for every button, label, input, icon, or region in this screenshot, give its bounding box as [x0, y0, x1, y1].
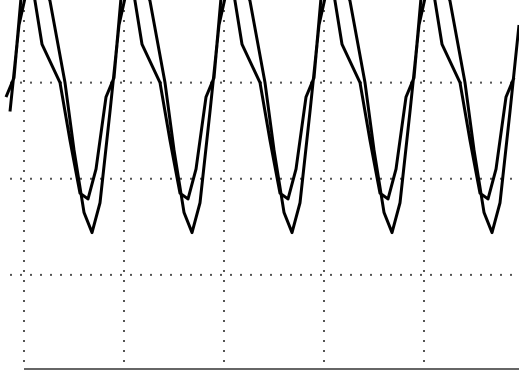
scope-screen	[0, 0, 519, 371]
grid	[10, 0, 519, 369]
traces	[6, 0, 519, 233]
trace	[6, 0, 514, 199]
